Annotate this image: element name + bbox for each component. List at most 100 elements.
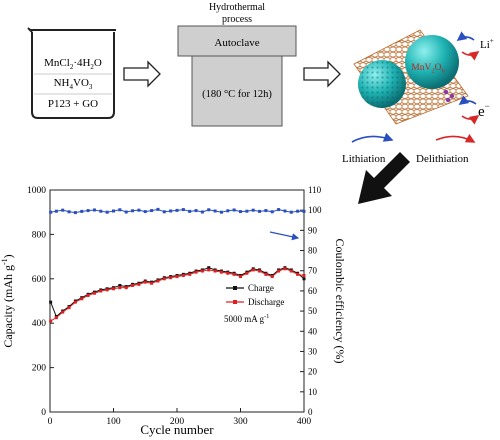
data-point-series-1: [112, 287, 115, 291]
data-point-series-2: [156, 207, 160, 211]
data-point-series-1: [137, 282, 141, 286]
y-right-tick-label: 30: [308, 346, 318, 356]
data-point-series-1: [289, 269, 293, 273]
synthesis-scheme: MnCl2·4H2O NH4VO3 P123 + GO Hydrothermal…: [27, 2, 494, 204]
data-point-series-2: [67, 210, 71, 214]
y-left-tick-label: 800: [32, 230, 47, 240]
data-point-series-2: [54, 209, 58, 213]
electron-label: e−: [478, 101, 490, 120]
y-right-tick-label: 40: [308, 326, 318, 336]
data-point-series-1: [200, 269, 204, 273]
data-point-series-2: [264, 209, 268, 213]
y-left-tick-label: 600: [32, 275, 47, 285]
beaker-icon: [27, 27, 116, 119]
data-point-series-1: [270, 275, 274, 279]
data-point-series-1: [296, 272, 300, 276]
data-point-series-1: [302, 273, 306, 277]
process-title-line-2: process: [222, 14, 252, 25]
process-arrow-1: [123, 60, 161, 88]
data-point-series-1: [251, 268, 255, 272]
li-ion-label: Li+: [480, 37, 494, 51]
data-point-series-2: [207, 208, 211, 212]
data-point-series-2: [92, 208, 96, 212]
legend-label-1: Discharge: [248, 297, 284, 307]
data-point-series-1: [80, 297, 84, 301]
beaker-line-3: P123 + GO: [48, 98, 98, 110]
y-right-tick-label: 100: [308, 205, 322, 215]
data-point-series-2: [296, 209, 300, 213]
data-point-series-1: [239, 275, 242, 279]
data-point-series-1: [99, 289, 103, 293]
y-left-tick-label: 400: [32, 319, 47, 329]
mnv2o6-graphene-illustration: MnV2O6: [353, 29, 469, 125]
process-title-line-1: Hydrothermal: [209, 2, 265, 13]
data-point-series-1: [49, 319, 53, 323]
y-right-axis-label: Coulombic efficiency (%): [333, 238, 347, 363]
data-point-series-2: [239, 210, 242, 214]
legend-marker-1: [233, 300, 237, 304]
data-point-series-1: [181, 273, 185, 277]
data-point-series-1: [213, 269, 217, 273]
data-point-series-1: [283, 267, 287, 271]
y-right-tick-label: 10: [308, 387, 318, 397]
data-point-series-2: [181, 208, 185, 212]
data-point-series-1: [194, 270, 198, 274]
electron-out-arrow: [461, 115, 480, 125]
data-point-series-2: [194, 209, 198, 213]
data-point-series-1: [143, 280, 147, 284]
lithiation-label: Lithiation: [342, 153, 386, 165]
y-right-tick-label: 80: [308, 246, 318, 256]
y-left-tick-label: 0: [41, 408, 46, 418]
data-point-series-0: [302, 277, 306, 281]
data-point-series-1: [258, 269, 262, 273]
data-point-series-1: [175, 275, 179, 279]
data-point-series-1: [207, 268, 211, 272]
data-point-series-2: [61, 208, 65, 212]
data-point-series-2: [131, 209, 135, 213]
x-axis-label: Cycle number: [140, 422, 214, 437]
data-point-series-1: [54, 316, 58, 320]
data-point-series-2: [99, 209, 103, 213]
data-point-series-1: [264, 272, 268, 276]
data-point-series-1: [86, 293, 90, 297]
data-point-series-1: [169, 276, 173, 280]
data-point-series-2: [245, 209, 249, 213]
capacity-chart: 0 100 200 300 400020040060080010000102030405…: [27, 185, 322, 427]
particle-label: MnV2O6: [411, 63, 445, 75]
data-point-series-2: [80, 209, 84, 213]
y-right-tick-label: 90: [308, 225, 318, 235]
data-point-series-1: [73, 300, 77, 304]
data-point-series-2: [302, 209, 306, 213]
data-point-series-2: [289, 210, 293, 214]
data-point-series-2: [251, 208, 255, 212]
data-point-series-1: [245, 271, 249, 275]
data-point-series-2: [86, 209, 90, 213]
legend-marker-0: [233, 286, 237, 290]
y-right-tick-label: 70: [308, 266, 318, 276]
y-right-tick-label: 20: [308, 367, 318, 377]
x-tick-label: 100: [106, 417, 121, 427]
data-point-series-1: [162, 277, 166, 281]
data-point-series-1: [131, 283, 135, 287]
data-point-series-0: [118, 283, 122, 287]
y-right-tick-label: 110: [308, 185, 322, 195]
data-point-series-2: [232, 208, 236, 212]
efficiency-series-pointer: [269, 231, 300, 241]
data-point-series-0: [49, 300, 53, 304]
data-point-series-2: [124, 210, 128, 214]
data-point-series-2: [162, 210, 166, 214]
y-left-tick-label: 200: [32, 364, 47, 374]
electron-in-arrow: [458, 95, 477, 105]
data-point-series-1: [92, 291, 96, 295]
x-tick-label: 300: [233, 417, 248, 427]
data-point-series-1: [67, 306, 71, 310]
process-arrow-2: [303, 60, 341, 88]
data-point-series-1: [105, 288, 109, 292]
autoclave-label: Autoclave: [214, 37, 259, 49]
data-point-series-2: [137, 208, 141, 212]
lithium-out-arrow: [461, 51, 480, 61]
data-point-series-1: [219, 270, 223, 274]
data-point-series-2: [150, 209, 154, 213]
data-point-series-2: [226, 209, 230, 213]
